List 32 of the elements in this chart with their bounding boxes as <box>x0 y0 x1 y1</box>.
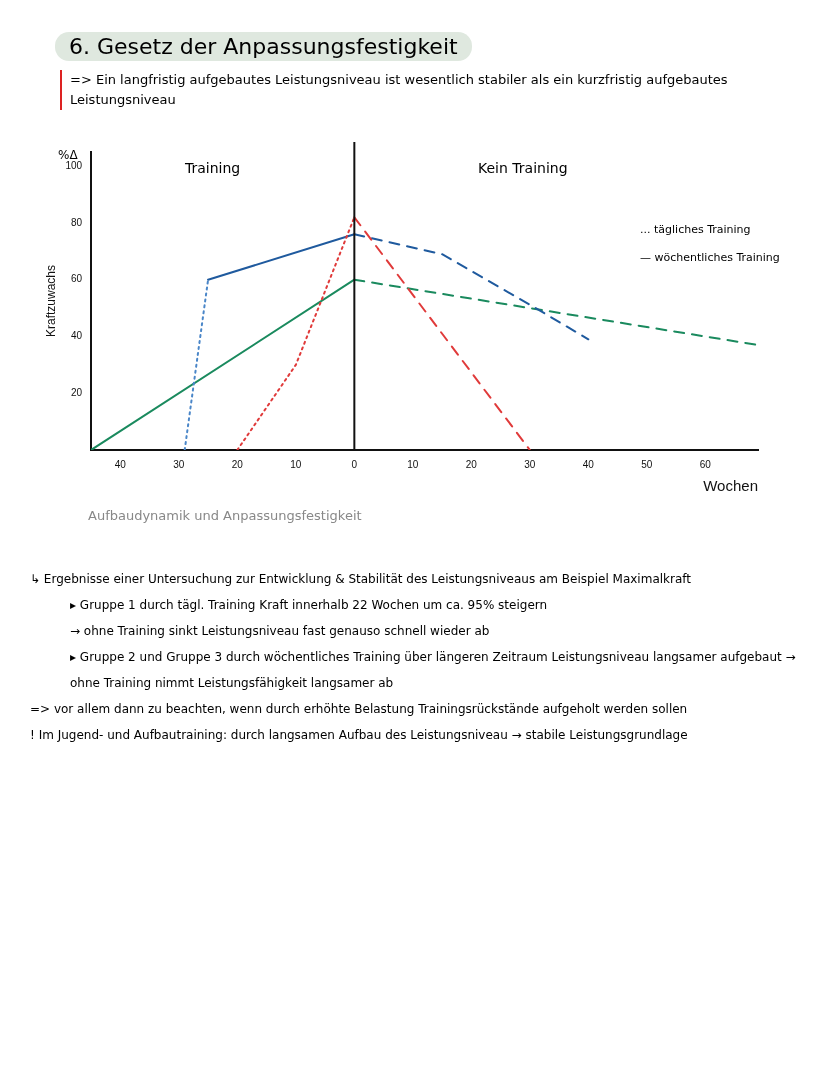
x-axis-title: Wochen <box>703 477 758 495</box>
x-tick-label: 40 <box>114 458 127 470</box>
x-tick-label: 60 <box>699 458 712 470</box>
x-tick-label: 50 <box>641 458 653 470</box>
y-tick-label: 20 <box>70 386 83 398</box>
x-tick-label: 10 <box>290 458 302 470</box>
x-tick-label: 0 <box>351 458 358 470</box>
text: → ohne Training sinkt Leistungsniveau fast genauso schnell wieder ab <box>69 623 491 640</box>
x-tick-label: 20 <box>231 458 244 470</box>
text: ▸ Gruppe 2 und Gruppe 3 durch wöchentliches Training über längeren Zeitraum Leistungsniveau langsamer aufgebaut → ohne Training nimmt Leistungsfähigkeit langsamer ab <box>69 649 797 692</box>
x-tick-label: 30 <box>524 458 536 470</box>
text: ! Im Jugend- und Aufbautraining: durch langsamen Aufbau des Leistungsniveau → stabile Leistungsgrundlage <box>30 727 689 744</box>
chart-title: 6. Gesetz der Anpassungsfestigkeit <box>55 32 472 61</box>
y-tick-label: 40 <box>70 330 83 342</box>
chart-subtitle: => Ein langfristig aufgebautes Leistungsniveau ist wesentlich stabiler als ein kurzfristig aufgebautes Leistungsniveau <box>60 70 770 110</box>
y-tick-label: 60 <box>70 273 83 285</box>
x-tick-label: 30 <box>173 458 185 470</box>
x-tick-label: 20 <box>465 458 478 470</box>
x-tick-label: 40 <box>582 458 595 470</box>
y-axis-title: Kraftzuwachs <box>43 264 58 338</box>
annotation: — wöchentliches Training <box>640 250 780 266</box>
text: %Δ <box>58 148 78 162</box>
y-tick-label: 80 <box>70 216 83 228</box>
annotation: Training <box>185 160 241 176</box>
text: Aufbaudynamik und Anpassungsfestigkeit <box>88 508 362 523</box>
x-tick-label: 10 <box>407 458 419 470</box>
annotation: Kein Training <box>478 160 568 176</box>
text: ↳ Ergebnisse einer Untersuchung zur Entwicklung & Stabilität des Leistungsniveaus am Beispiel Maximalkraft <box>30 571 693 588</box>
text: => vor allem dann zu beachten, wenn durch erhöhte Belastung Trainingsrückstände aufgeholt werden sollen <box>30 701 689 718</box>
annotation: ... tägliches Training <box>640 222 752 238</box>
y-tick-label: 100 <box>65 159 83 171</box>
text: ▸ Gruppe 1 durch tägl. Training Kraft innerhalb 22 Wochen um ca. 95% steigern <box>69 597 549 614</box>
